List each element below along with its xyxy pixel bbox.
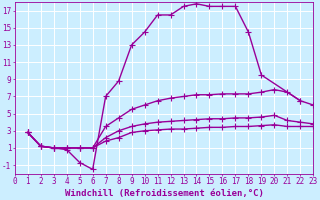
- X-axis label: Windchill (Refroidissement éolien,°C): Windchill (Refroidissement éolien,°C): [65, 189, 263, 198]
